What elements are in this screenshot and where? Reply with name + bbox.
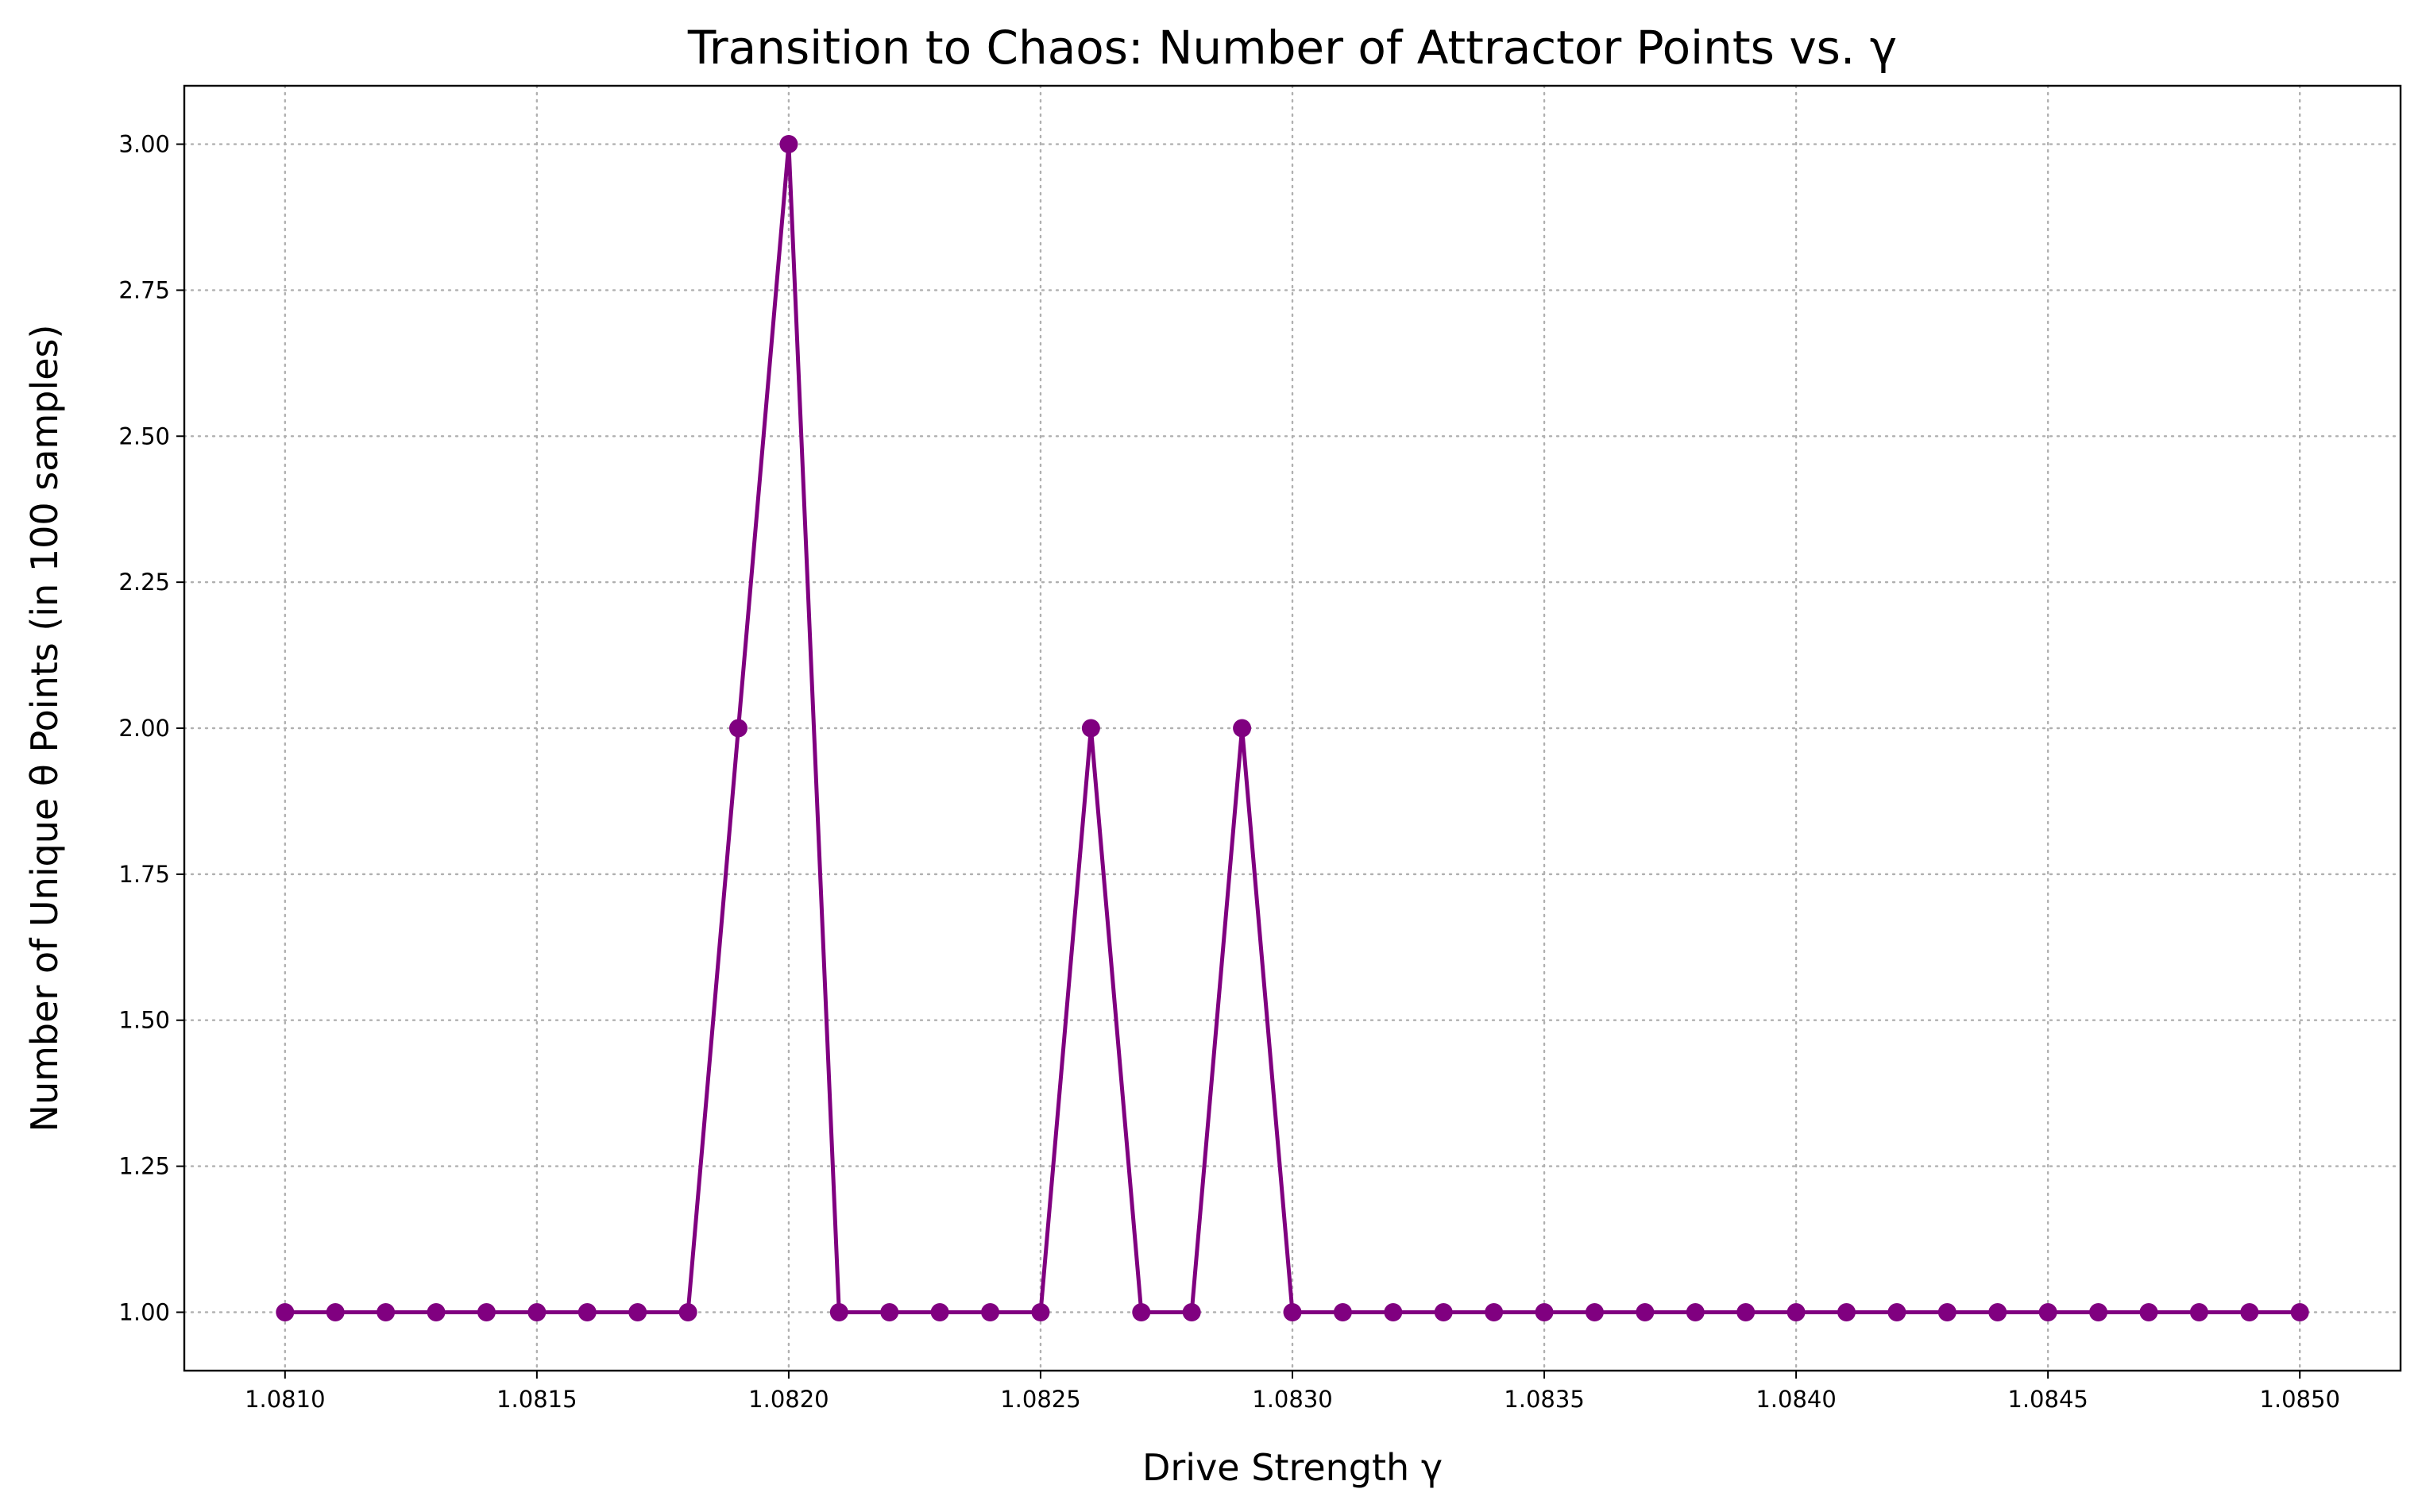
data-point: [1384, 1302, 1403, 1321]
data-point: [1535, 1302, 1554, 1321]
ticks: 1.0810 1.0815 1.0820 1.0825 1.0830 1.0835 1.08…: [118, 131, 2340, 1413]
data-point: [1485, 1302, 1504, 1321]
data-point: [1132, 1302, 1151, 1321]
data-point: [779, 135, 798, 154]
x-tick-label: 1.0850: [2259, 1386, 2339, 1413]
data-point: [1736, 1302, 1756, 1321]
data-point: [1333, 1302, 1352, 1321]
data-point: [829, 1302, 848, 1321]
y-tick-label: 1.75: [118, 861, 170, 888]
data-point: [1081, 719, 1100, 738]
data-point: [377, 1302, 396, 1321]
data-point: [1686, 1302, 1705, 1321]
x-tick-label: 1.0845: [2007, 1386, 2088, 1413]
data-point: [1837, 1302, 1856, 1321]
data-point: [477, 1302, 496, 1321]
data-point: [1937, 1302, 1957, 1321]
y-tick-label: 1.25: [118, 1153, 170, 1180]
x-tick-label: 1.0825: [1000, 1386, 1080, 1413]
x-tick-label: 1.0830: [1252, 1386, 1332, 1413]
y-tick-label: 1.50: [118, 1007, 170, 1034]
x-tick-label: 1.0835: [1504, 1386, 1584, 1413]
y-tick-label: 2.50: [118, 422, 170, 449]
x-axis-label: Drive Strength γ: [1142, 1446, 1443, 1489]
x-tick-label: 1.0820: [748, 1386, 829, 1413]
y-axis-label: Number of Unique θ Points (in 100 sample…: [23, 325, 66, 1132]
data-point: [1988, 1302, 2007, 1321]
data-point: [326, 1302, 345, 1321]
data-point: [427, 1302, 446, 1321]
data-point: [1233, 719, 1252, 738]
y-tick-label: 1.00: [118, 1298, 170, 1325]
series-layer: [276, 135, 2309, 1321]
data-point: [2038, 1302, 2057, 1321]
data-point: [628, 1302, 647, 1321]
y-tick-label: 3.00: [118, 131, 170, 158]
data-point: [1887, 1302, 1906, 1321]
data-point: [930, 1302, 949, 1321]
data-point: [729, 719, 747, 738]
x-tick-label: 1.0815: [496, 1386, 577, 1413]
x-tick-label: 1.0810: [245, 1386, 325, 1413]
x-tick-label: 1.0840: [1756, 1386, 1836, 1413]
y-tick-label: 2.00: [118, 715, 170, 742]
data-point: [2139, 1302, 2158, 1321]
data-point: [276, 1302, 295, 1321]
data-point: [1182, 1302, 1201, 1321]
data-point: [2240, 1302, 2259, 1321]
data-point: [981, 1302, 1000, 1321]
data-point: [678, 1302, 697, 1321]
data-point: [1434, 1302, 1453, 1321]
data-point: [2290, 1302, 2309, 1321]
data-point: [577, 1302, 597, 1321]
data-point: [1283, 1302, 1302, 1321]
data-point: [1585, 1302, 1604, 1321]
data-point: [1787, 1302, 1806, 1321]
data-point: [527, 1302, 547, 1321]
y-tick-label: 2.25: [118, 569, 170, 596]
data-point: [1636, 1302, 1655, 1321]
data-point: [1031, 1302, 1050, 1321]
data-point: [880, 1302, 899, 1321]
data-point: [2189, 1302, 2208, 1321]
data-point: [2089, 1302, 2108, 1321]
y-tick-label: 2.75: [118, 276, 170, 303]
chart-title: Transition to Chaos: Number of Attractor…: [687, 21, 1897, 75]
